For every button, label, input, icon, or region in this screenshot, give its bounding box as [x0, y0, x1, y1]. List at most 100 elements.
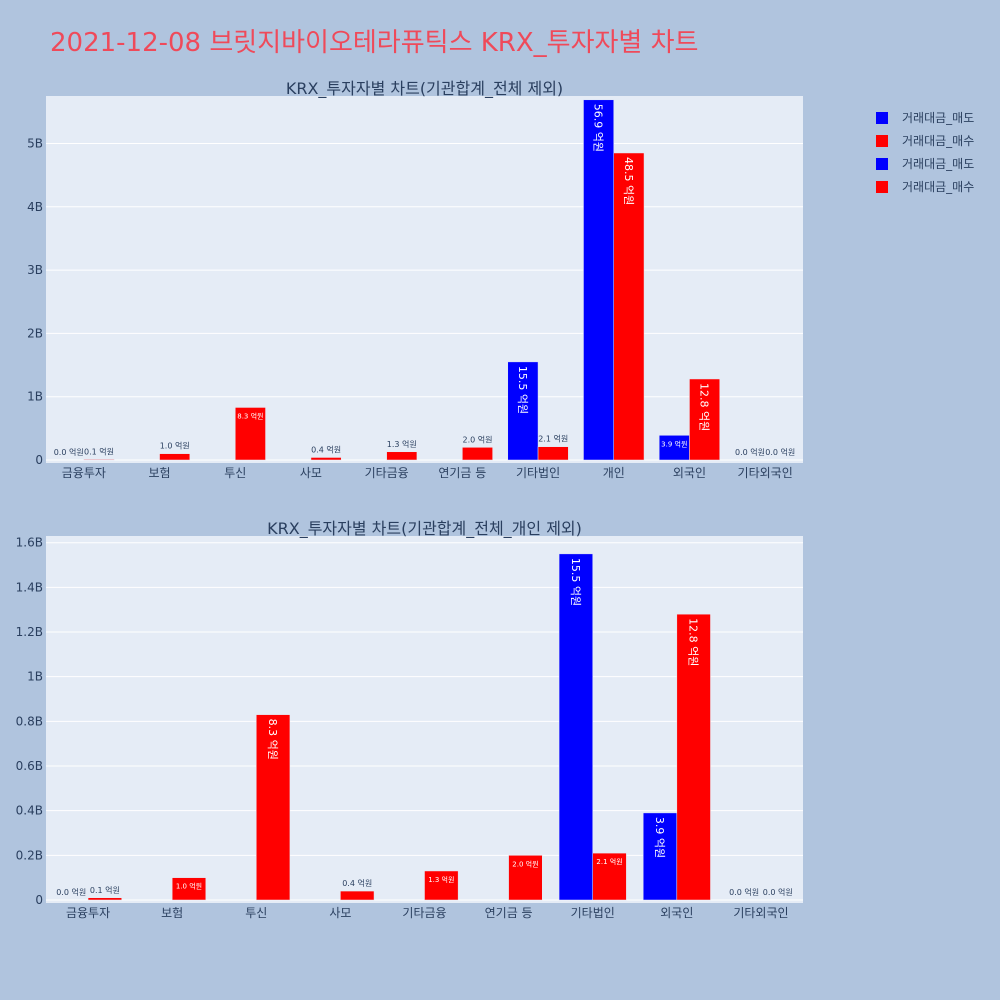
data-label: 12.8 억원 [698, 383, 711, 431]
chart-title: KRX_투자자별 차트(기관합계_전체 제외) [286, 79, 563, 99]
data-label: 0.0 억원 [735, 447, 765, 457]
buy-bar [689, 378, 720, 461]
legend-item-buy-2[interactable]: 거래대금_매수 [876, 175, 974, 198]
data-label: 3.9 억원 [653, 817, 666, 858]
data-label: 1.3 억원 [387, 439, 417, 449]
y-tick-label: 0 [35, 893, 43, 907]
data-label: 0.4 억원 [311, 444, 341, 454]
x-tick-label: 기타금융 [365, 466, 409, 480]
x-tick-label: 기타외국인 [733, 906, 788, 920]
buy-bar [83, 459, 115, 461]
data-label: 1.0 억원 [160, 441, 190, 451]
x-tick-label: 사모 [300, 466, 322, 480]
data-label: 1.3 억원 [428, 875, 454, 884]
buy-bar [340, 890, 375, 901]
buy-bar [386, 451, 418, 461]
buy-bar [462, 447, 493, 461]
legend-swatch-buy-icon [876, 180, 888, 193]
y-tick-label: 0 [35, 453, 43, 467]
data-label: 0.0 억원 [54, 447, 84, 457]
x-tick-label: 연기금 등 [438, 466, 486, 480]
x-tick-label: 기타금융 [402, 906, 446, 920]
sell-bar [507, 361, 539, 461]
x-tick-label: 개인 [603, 466, 625, 480]
data-label: 0.4 억원 [342, 878, 372, 888]
data-label: 0.0 억원 [729, 887, 759, 897]
x-tick-label: 기타외국인 [738, 466, 793, 480]
x-tick-label: 금융투자 [66, 906, 110, 920]
legend-label: 거래대금_매수 [902, 134, 975, 148]
data-label: 0.1 억원 [90, 885, 120, 895]
data-label: 3.9 억원 [661, 439, 687, 448]
data-label: 0.1 억원 [84, 446, 114, 456]
legend-swatch-sell-icon [876, 157, 888, 170]
data-label: 8.3 억원 [266, 719, 279, 760]
buy-bar [613, 152, 645, 461]
legend: 거래대금_매도 거래대금_매수 거래대금_매도 거래대금_매수 [876, 106, 974, 198]
buy-bar [159, 453, 191, 461]
data-label: 0.0 억원 [763, 887, 793, 897]
data-label: 15.5 억원 [569, 558, 582, 606]
x-tick-label: 외국인 [660, 906, 693, 920]
chart-2: 0 0.2B 0.4B 0.6B 0.8B 1B 1.2B 1.4B 1.6B KRX_투자자별 … [16, 519, 803, 920]
chart-title: KRX_투자자별 차트(기관합계_전체_개인 제외) [267, 519, 582, 539]
legend-item-buy-1[interactable]: 거래대금_매수 [876, 129, 974, 152]
x-tick-label: 사모 [329, 906, 351, 920]
buy-bar [592, 852, 627, 901]
sell-bar [558, 553, 593, 901]
data-label: 48.5 억원 [622, 157, 635, 205]
y-tick-label: 0.8B [16, 714, 43, 728]
x-tick-label: 투신 [224, 466, 246, 480]
y-tick-label: 3B [27, 263, 43, 277]
x-tick-label: 기타법인 [571, 906, 615, 920]
y-tick-label: 1.4B [16, 580, 43, 594]
data-label: 2.0 억원 [462, 434, 492, 444]
legend-swatch-sell-icon [876, 111, 888, 124]
x-tick-label: 투신 [245, 906, 267, 920]
legend-item-sell-2[interactable]: 거래대금_매도 [876, 152, 974, 175]
legend-label: 거래대금_매도 [902, 157, 975, 171]
buy-bar [235, 407, 266, 461]
y-tick-label: 5B [27, 136, 43, 150]
legend-label: 거래대금_매수 [902, 180, 975, 194]
x-tick-label: 금융투자 [62, 466, 106, 480]
buy-bar [676, 613, 711, 901]
buy-bar [256, 714, 291, 901]
data-label: 2.1 억원 [538, 434, 568, 444]
buy-bar [424, 870, 459, 901]
x-tick-label: 보험 [161, 906, 183, 920]
sell-bar [583, 99, 614, 461]
buy-bar [87, 897, 122, 901]
buy-bar [537, 446, 569, 461]
sell-bar [658, 435, 690, 461]
y-tick-label: 0.4B [16, 804, 43, 818]
buy-bar [508, 855, 543, 901]
x-tick-label: 외국인 [673, 466, 706, 480]
data-label: 56.9 억원 [592, 104, 605, 152]
main-title: 2021-12-08 브릿지바이오테라퓨틱스 KRX_투자자별 차트 [50, 28, 699, 58]
legend-swatch-buy-icon [876, 134, 888, 147]
buy-bar [171, 877, 207, 901]
y-tick-label: 4B [27, 200, 43, 214]
data-label: 12.8 억원 [687, 618, 700, 666]
data-label: 8.3 억원 [237, 411, 263, 420]
y-tick-label: 1.2B [16, 625, 43, 639]
data-label: 1.0 억원 [176, 882, 202, 891]
y-tick-label: 1B [27, 670, 43, 684]
sell-bar [642, 812, 678, 901]
chart-1: 0 1B 2B 3B 4B 5B KRX_투자자별 차트(기관합계_전체 제외) 금융투자 0.… [27, 79, 803, 480]
y-tick-label: 0.6B [16, 759, 43, 773]
legend-item-sell-1[interactable]: 거래대금_매도 [876, 106, 974, 129]
data-label: 2.1 억원 [596, 857, 622, 866]
legend-label: 거래대금_매도 [902, 111, 975, 125]
plot-area [46, 96, 803, 463]
data-label: 15.5 억원 [516, 366, 529, 414]
data-label: 0.0 억원 [765, 447, 795, 457]
x-tick-label: 기타법인 [516, 466, 560, 480]
x-tick-label: 보험 [149, 466, 171, 480]
data-label: 2.0 억원 [512, 859, 538, 868]
data-label: 0.0 억원 [56, 887, 86, 897]
y-tick-label: 2B [27, 326, 43, 340]
y-tick-label: 1B [27, 390, 43, 404]
